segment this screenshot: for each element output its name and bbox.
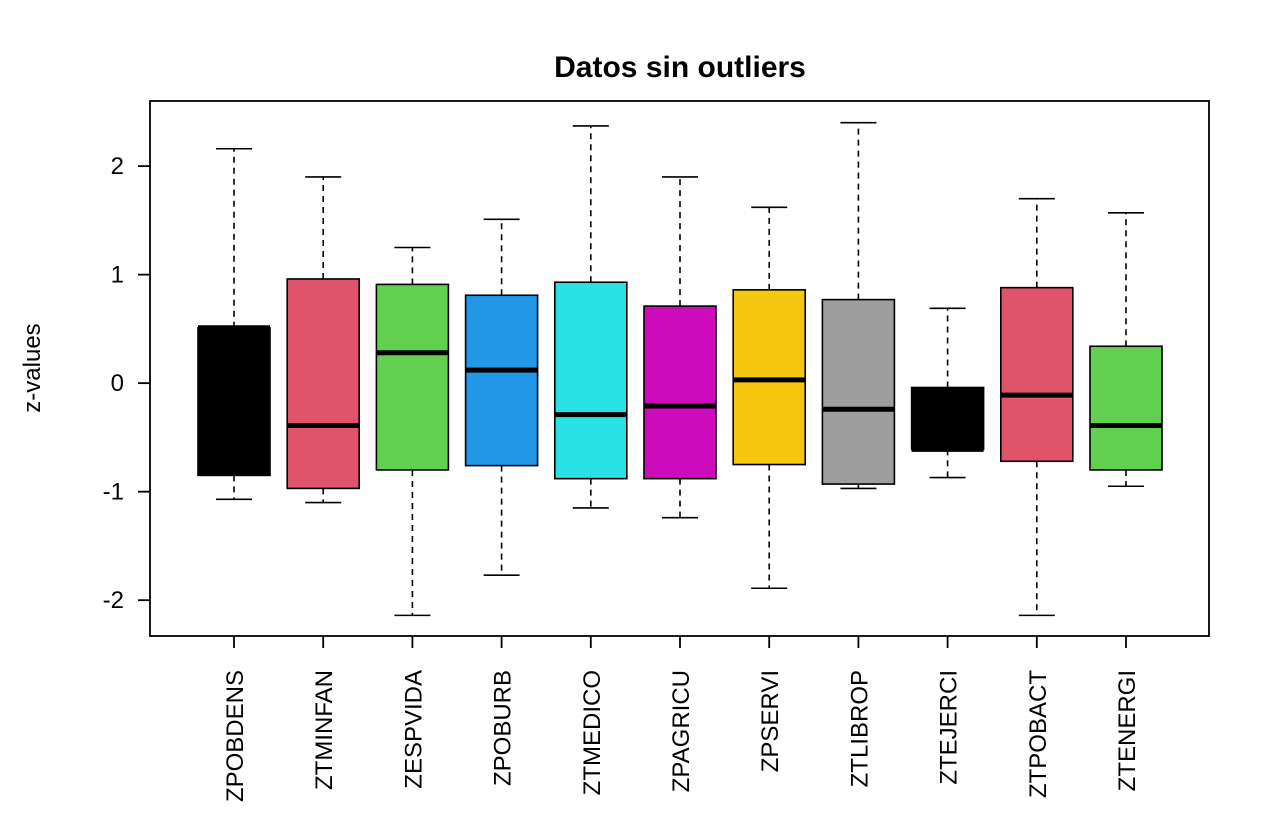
y-axis: -2 -1 0 1 2 (103, 153, 150, 614)
box-ztpobact (999, 197, 1074, 617)
y-tick-label: -2 (103, 587, 124, 614)
x-tick-label: ZTENERGI (1114, 670, 1141, 791)
iqr-box (197, 327, 271, 477)
iqr-box (286, 278, 361, 490)
box-ztminfan (286, 176, 361, 504)
chart-title: Datos sin outliers (554, 51, 806, 84)
x-axis: ZPOBDENS ZTMINFAN ZESPVIDA ZPOBURB ZTMEDICO Z… (222, 636, 1141, 802)
box-zpobdens (197, 147, 271, 501)
box-zpagricu (643, 176, 717, 519)
box-ztlibrop (821, 121, 896, 490)
iqr-box (910, 386, 985, 451)
iqr-box (821, 298, 896, 485)
box-zespvida (375, 246, 450, 617)
box-ztmedico (553, 125, 628, 509)
box-zpservi (732, 206, 807, 590)
iqr-box (999, 286, 1074, 463)
boxes (197, 121, 1163, 617)
box-ztejerci (910, 307, 985, 479)
box-ztenergi (1089, 211, 1163, 488)
y-axis-label: z-values (19, 323, 46, 412)
x-tick-label: ZTEJERCI (936, 670, 963, 785)
x-tick-label: ZTMEDICO (579, 670, 606, 795)
iqr-box (375, 283, 450, 471)
x-tick-label: ZPAGRICU (668, 670, 695, 792)
x-tick-label: ZPSERVI (757, 670, 784, 772)
x-tick-label: ZESPVIDA (400, 670, 427, 789)
iqr-box (553, 281, 628, 480)
box-zpoburb (464, 218, 539, 577)
x-tick-label: ZTLIBROP (846, 670, 873, 787)
iqr-box (1089, 345, 1163, 471)
iqr-box (464, 294, 539, 467)
iqr-box (732, 289, 807, 466)
x-tick-label: ZTPOBACT (1025, 670, 1052, 798)
y-tick-label: 1 (111, 262, 124, 289)
y-tick-label: 2 (111, 153, 124, 180)
y-tick-label: 0 (111, 370, 124, 397)
x-tick-label: ZPOBDENS (222, 670, 249, 802)
x-tick-label: ZPOBURB (490, 670, 517, 786)
iqr-box (643, 305, 717, 480)
x-tick-label: ZTMINFAN (311, 670, 338, 790)
y-tick-label: -1 (103, 479, 124, 506)
